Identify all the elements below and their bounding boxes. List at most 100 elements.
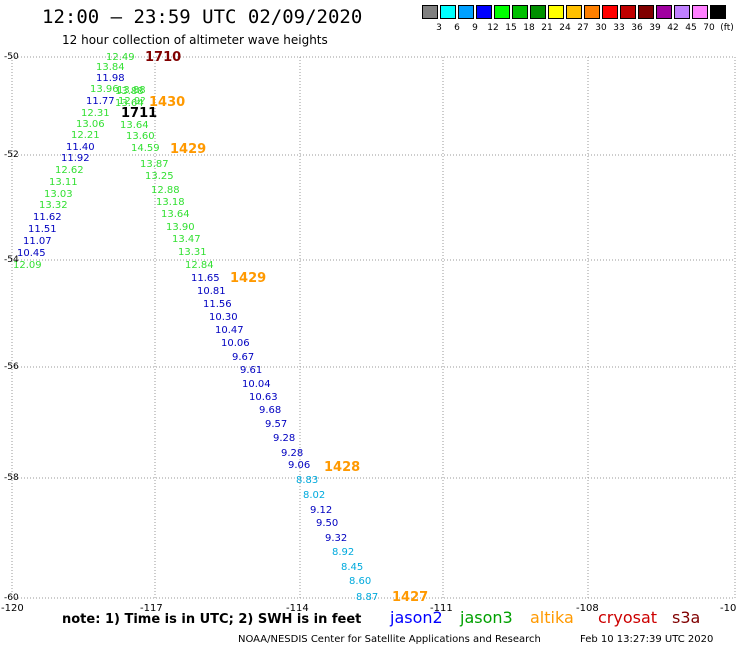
- wave-height-value: 13.87: [140, 159, 169, 170]
- wave-height-value: 8.83: [296, 475, 318, 486]
- wave-height-value: 11.51: [28, 224, 57, 235]
- legend-s3a: s3a: [672, 608, 701, 627]
- note-text: note: 1) Time is in UTC; 2) SWH is in fe…: [62, 612, 362, 627]
- wave-height-value: 14.59: [131, 143, 160, 154]
- wave-height-value: 10.06: [221, 338, 250, 349]
- latitude-label: -54: [4, 255, 19, 265]
- scale-swatch: [692, 5, 708, 19]
- scale-label: 21: [541, 23, 553, 33]
- scale-label: 70: [703, 23, 715, 33]
- wave-height-value: 12.9?: [118, 96, 146, 107]
- scale-label: (ft): [720, 23, 734, 33]
- longitude-label: -114: [286, 603, 309, 614]
- scale-label: 3: [436, 23, 442, 33]
- wave-height-value: 13.25: [145, 171, 174, 182]
- pass-time-label: 1710: [145, 50, 181, 65]
- scale-swatch: [548, 5, 564, 19]
- scale-label: 24: [559, 23, 571, 33]
- scale-swatch: [584, 5, 600, 19]
- scale-label: 45: [685, 23, 697, 33]
- wave-height-value: 8.87: [356, 592, 378, 603]
- wave-height-value: 11.62: [33, 212, 62, 223]
- scale-label: 39: [649, 23, 661, 33]
- wave-height-value: 8.92: [332, 547, 354, 558]
- wave-height-value: 9.32: [325, 533, 347, 544]
- scale-label: 6: [454, 23, 460, 33]
- wave-height-value: 11.77: [86, 96, 115, 107]
- scale-swatch: [440, 5, 456, 19]
- wave-height-value: 12.88: [151, 185, 180, 196]
- wave-height-value: 13.90: [166, 222, 195, 233]
- wave-height-value: 9.06: [288, 460, 310, 471]
- scale-label: 42: [667, 23, 679, 33]
- latitude-label: -50: [4, 52, 19, 62]
- wave-height-value: 13.60: [126, 131, 155, 142]
- scale-label: 36: [631, 23, 643, 33]
- timestamp-text: Feb 10 13:27:39 UTC 2020: [580, 634, 714, 645]
- wave-height-value: 13.47: [172, 234, 201, 245]
- credit-text: NOAA/NESDIS Center for Satellite Applica…: [238, 634, 541, 645]
- scale-swatch: [458, 5, 474, 19]
- wave-height-value: 9.50: [316, 518, 338, 529]
- latitude-label: -52: [4, 150, 19, 160]
- longitude-label: -108: [576, 603, 599, 614]
- wave-height-value: 9.67: [232, 352, 254, 363]
- pass-time-label: 1428: [324, 460, 360, 475]
- wave-height-value: 8.45: [341, 562, 363, 573]
- scale-swatch: [476, 5, 492, 19]
- scale-label: 15: [505, 23, 517, 33]
- legend-jason2: jason2: [390, 608, 443, 627]
- pass-time-label: 1429: [230, 271, 266, 286]
- pass-time-label: 1429: [170, 142, 206, 157]
- wave-height-value: 13.96: [90, 84, 119, 95]
- wave-height-value: 11.56: [203, 299, 232, 310]
- wave-height-value: 13.88: [115, 86, 144, 97]
- scale-label: 30: [595, 23, 607, 33]
- map-title: 12:00 – 23:59 UTC 02/09/2020: [42, 6, 363, 28]
- wave-height-value: 10.81: [197, 286, 226, 297]
- wave-height-value: 13.31: [178, 247, 207, 258]
- latitude-label: -58: [4, 473, 19, 483]
- wave-height-value: 9.28: [273, 433, 295, 444]
- scale-label: 27: [577, 23, 589, 33]
- wave-height-value: 12.62: [55, 165, 84, 176]
- wave-height-value: 9.61: [240, 365, 262, 376]
- scale-swatch: [656, 5, 672, 19]
- wave-height-value: 11.07: [23, 236, 52, 247]
- pass-time-label: 1430: [149, 95, 185, 110]
- map-subtitle: 12 hour collection of altimeter wave hei…: [62, 33, 328, 47]
- scale-label: 33: [613, 23, 625, 33]
- wave-height-value: 13.88: [117, 85, 146, 96]
- scale-swatch: [422, 5, 438, 19]
- legend-altika: altika: [530, 608, 574, 627]
- wave-height-value: 13.06: [76, 119, 105, 130]
- wave-height-value: 12.09: [13, 260, 42, 271]
- wave-height-value: 13.18: [156, 197, 185, 208]
- wave-height-value: 10.04: [242, 379, 271, 390]
- wave-height-value: 12.84: [185, 260, 214, 271]
- wave-height-value: 11.98: [96, 73, 125, 84]
- scale-swatch: [638, 5, 654, 19]
- pass-time-label: 1427: [392, 590, 428, 605]
- wave-height-value: 10.45: [17, 248, 46, 259]
- wave-height-value: 11.92: [61, 153, 90, 164]
- wave-height-value: 10.63: [249, 392, 278, 403]
- scale-swatch: [494, 5, 510, 19]
- longitude-label: -120: [1, 603, 24, 614]
- wave-height-value: 9.68: [259, 405, 281, 416]
- scale-label: 9: [472, 23, 478, 33]
- pass-time-label: 1711: [121, 106, 157, 121]
- wave-height-value: 13.03: [44, 189, 73, 200]
- scale-label: 18: [523, 23, 535, 33]
- wave-height-value: 10.30: [209, 312, 238, 323]
- wave-height-value: 9.57: [265, 419, 287, 430]
- wave-height-value: 13.64: [115, 98, 144, 109]
- legend-jason3: jason3: [460, 608, 513, 627]
- wave-height-value: 13.11: [49, 177, 78, 188]
- wave-height-value: 9.12: [310, 505, 332, 516]
- scale-swatch: [530, 5, 546, 19]
- wave-height-value: 8.02: [303, 490, 325, 501]
- wave-height-value: 12.31: [81, 108, 110, 119]
- longitude-label: -117: [140, 603, 163, 614]
